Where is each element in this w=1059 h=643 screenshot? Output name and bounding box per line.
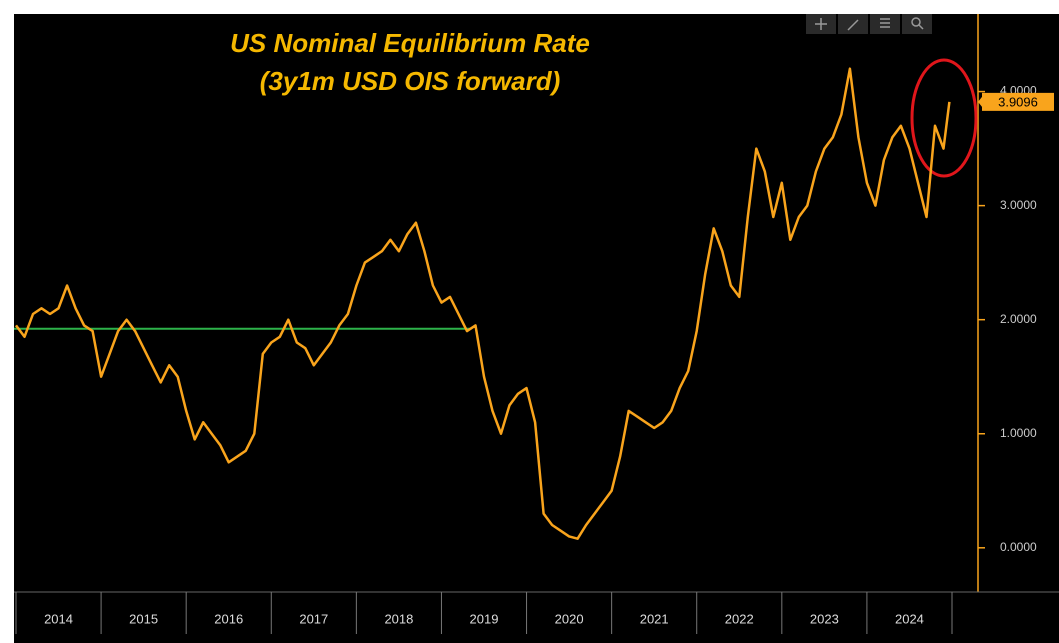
- tool-legend[interactable]: [870, 14, 900, 34]
- toolbar: [806, 14, 932, 34]
- icon: [847, 19, 859, 31]
- last-value-label: 3.9096: [998, 94, 1038, 109]
- line: [14, 67, 951, 540]
- x-tick-label: 2019: [470, 611, 499, 626]
- y-tick-label: 3.0000: [1000, 198, 1037, 212]
- x-tick-label: 2014: [44, 611, 73, 626]
- x-tick-label: 2020: [555, 611, 584, 626]
- y-tick-label: 1.0000: [1000, 426, 1037, 440]
- highlight-circle: [910, 58, 978, 178]
- y-tick-label: 2.0000: [1000, 312, 1037, 326]
- chart-title: US Nominal Equilibrium Rate: [230, 28, 590, 58]
- chart-subtitle: (3y1m USD OIS forward): [260, 66, 561, 96]
- icon: [815, 18, 827, 30]
- x-tick-label: 2018: [384, 611, 413, 626]
- x-tick-label: 2023: [810, 611, 839, 626]
- y-tick-label: 0.0000: [1000, 540, 1037, 554]
- x-tick-label: 2024: [895, 611, 924, 626]
- icon: [918, 24, 924, 30]
- tool-zoom[interactable]: [902, 14, 932, 34]
- x-tick-label: 2016: [214, 611, 243, 626]
- x-tick-label: 2022: [725, 611, 754, 626]
- last-value-pointer: [978, 96, 982, 107]
- x-tick-label: 2021: [640, 611, 669, 626]
- icon: [880, 18, 890, 28]
- x-tick-label: 2017: [299, 611, 328, 626]
- x-tick-label: 2015: [129, 611, 158, 626]
- icon: [911, 17, 921, 27]
- last-value-box: [982, 92, 1054, 111]
